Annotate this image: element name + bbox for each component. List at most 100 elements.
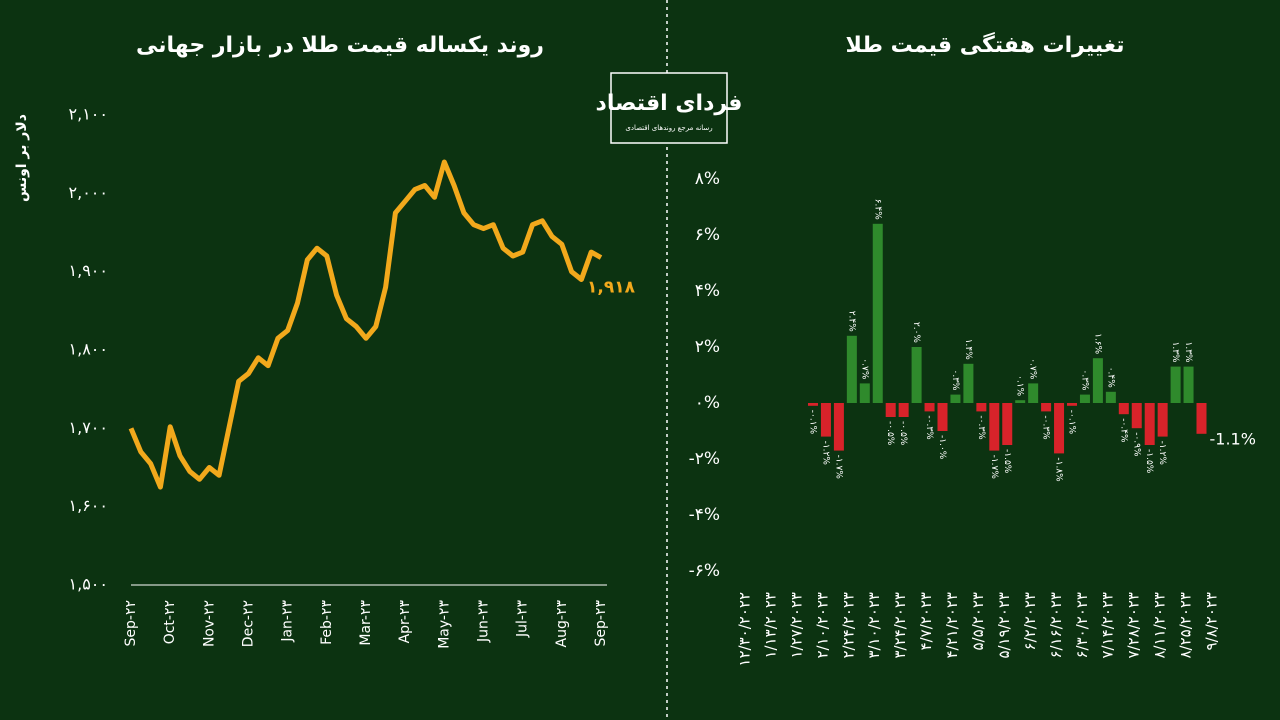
x-tick-label: Oct-۲۲ xyxy=(162,600,178,644)
y-tick-label: -۴% xyxy=(689,505,720,525)
y-tick-label: ۲,۱۰۰ xyxy=(69,105,108,124)
value-label: -۱.۷% xyxy=(833,455,843,480)
value-label: -1.1% xyxy=(1210,429,1256,448)
value-label: -۰.۵% xyxy=(898,421,908,446)
x-tick-label: ۸/۲۵/۲۰۲۳ xyxy=(1177,592,1195,659)
y-tick-label: ۴% xyxy=(695,281,720,301)
chart-title: تغییرات هفتگی قیمت طلا xyxy=(846,31,1125,58)
x-tick-label: Sep-۲۳ xyxy=(593,600,609,647)
value-label: -۱.۵% xyxy=(1002,449,1012,474)
price-line xyxy=(128,159,603,490)
bar xyxy=(1067,403,1077,406)
bar xyxy=(1131,403,1142,429)
value-label: -۰.۹% xyxy=(1131,432,1141,457)
value-label: -۰.۱% xyxy=(808,410,818,435)
y-tick-label: -۶% xyxy=(689,561,720,581)
y-tick-label: -۲% xyxy=(689,449,720,469)
value-label: ۱.۳% xyxy=(1170,342,1180,364)
bar xyxy=(898,403,909,417)
value-label: ۱.۳% xyxy=(1183,342,1193,364)
value-label: -۱.۲% xyxy=(1157,441,1167,466)
x-tick-label: Jul-۲۳ xyxy=(515,600,531,638)
value-label: -۰.۵% xyxy=(885,421,895,446)
x-tick-label: Aug-۲۳ xyxy=(554,600,570,648)
bar xyxy=(1183,366,1194,403)
y-tick-label: ۶% xyxy=(695,225,720,245)
bar xyxy=(989,403,1000,451)
x-tick-label: ۷/۲۸/۲۰۲۳ xyxy=(1125,592,1143,659)
logo-box xyxy=(610,72,728,144)
bar xyxy=(808,403,818,406)
x-tick-label: ۳/۲۴/۲۰۲۳ xyxy=(891,592,909,659)
value-label: ۰.۷% xyxy=(859,358,869,380)
x-tick-label: ۲/۱۰/۲۰۲۳ xyxy=(813,592,831,659)
bar xyxy=(1144,403,1155,445)
value-label: ۱.۴% xyxy=(963,339,973,361)
bar xyxy=(1079,394,1090,403)
value-label: -۰.۳% xyxy=(1041,415,1051,440)
bar xyxy=(1092,358,1103,403)
x-tick-label: Dec-۲۲ xyxy=(241,600,257,647)
bar xyxy=(950,394,961,403)
value-label: -۰.۳% xyxy=(976,415,986,440)
x-tick-label: Jan-۲۳ xyxy=(280,600,296,643)
value-label: ۲.۴% xyxy=(846,311,856,333)
bar xyxy=(911,347,922,403)
value-label: ۱,۹۱۸ xyxy=(587,278,636,298)
bar xyxy=(937,403,948,431)
y-axis-label: دلار بر اونس xyxy=(14,114,30,202)
x-tick-label: ۱۲/۳۰/۲۰۲۲ xyxy=(736,592,754,667)
x-tick-label: ۷/۱۴/۲۰۲۳ xyxy=(1099,592,1117,659)
x-tick-label: Apr-۲۳ xyxy=(397,600,413,644)
value-label: -۰.۳% xyxy=(924,415,934,440)
y-tick-label: ۱,۹۰۰ xyxy=(69,261,108,280)
value-label: -۱.۰% xyxy=(937,435,947,460)
value-label: -۱.۸% xyxy=(1054,457,1064,482)
value-label: ۱.۶% xyxy=(1092,333,1102,355)
value-label: -۰.۱% xyxy=(1067,410,1077,435)
x-tick-label: ۶/۲/۲۰۲۳ xyxy=(1021,592,1039,650)
bar xyxy=(846,335,857,403)
y-tick-label: ۱,۸۰۰ xyxy=(69,340,108,359)
y-tick-label: ۱,۶۰۰ xyxy=(69,496,108,515)
x-tick-label: Mar-۲۳ xyxy=(358,600,374,646)
chart-title: روند یکساله قیمت طلا در بازار جهانی xyxy=(136,33,544,58)
x-tick-label: Jun-۲۳ xyxy=(476,600,492,643)
y-tick-label: ۱,۵۰۰ xyxy=(69,575,108,594)
bar xyxy=(924,403,935,412)
x-tick-label: ۱/۲۷/۲۰۲۳ xyxy=(787,592,805,659)
bar xyxy=(885,403,896,417)
x-tick-label: ۸/۱۱/۲۰۲۳ xyxy=(1151,592,1169,659)
y-tick-label: ۰% xyxy=(695,393,720,413)
x-tick-label: ۴/۷/۲۰۲۳ xyxy=(917,592,935,650)
bar xyxy=(859,383,870,403)
bar xyxy=(1170,366,1181,403)
x-tick-label: Nov-۲۲ xyxy=(201,600,217,647)
x-tick-label: ۲/۲۴/۲۰۲۳ xyxy=(839,592,857,659)
bar xyxy=(872,223,883,403)
y-tick-label: ۱,۷۰۰ xyxy=(69,418,108,437)
bar xyxy=(820,403,831,437)
x-tick-label: ۱/۱۳/۲۰۲۳ xyxy=(761,592,779,659)
bar xyxy=(1105,391,1116,403)
logo-title: فردای اقتصاد xyxy=(596,91,743,116)
value-label: ۰.۱% xyxy=(1015,375,1025,397)
bar xyxy=(1118,403,1129,415)
x-tick-label: ۶/۱۶/۲۰۲۳ xyxy=(1047,592,1065,659)
bar xyxy=(1028,383,1039,403)
x-tick-label: ۹/۸/۲۰۲۳ xyxy=(1203,592,1221,650)
value-label: -۱.۷% xyxy=(989,455,999,480)
bar xyxy=(963,363,974,403)
value-label: ۰.۳% xyxy=(1079,370,1089,392)
x-tick-label: ۶/۳۰/۲۰۲۳ xyxy=(1073,592,1091,659)
value-label: ۲.۰% xyxy=(911,322,921,344)
x-tick-label: Feb-۲۳ xyxy=(319,600,335,645)
x-tick-label: Sep-۲۲ xyxy=(123,600,139,646)
bar xyxy=(1196,403,1207,434)
y-tick-label: ۲% xyxy=(695,337,720,357)
value-label: ۰.۷% xyxy=(1028,358,1038,380)
bar xyxy=(1041,403,1052,412)
bar xyxy=(1002,403,1013,445)
bar xyxy=(976,403,987,412)
